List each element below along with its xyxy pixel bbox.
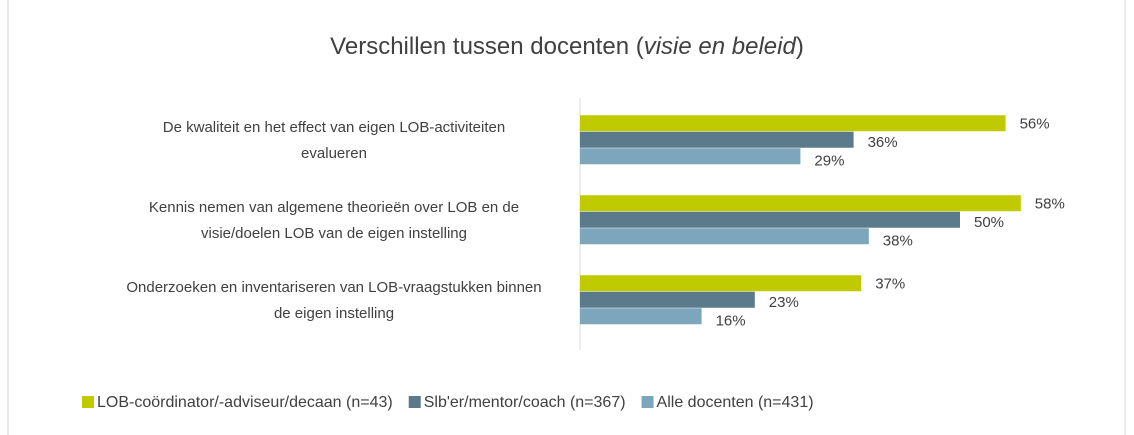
- bar: [580, 115, 1006, 132]
- value-label: 58%: [1035, 195, 1065, 212]
- legend-swatch: [641, 396, 654, 408]
- bar: [580, 211, 960, 228]
- title-part: ): [796, 33, 804, 60]
- value-label: 29%: [814, 152, 844, 169]
- bar: [580, 308, 702, 325]
- bar: [580, 291, 755, 308]
- bar: [580, 195, 1021, 212]
- category-label: visie/doelen LOB van de eigen instelling: [201, 225, 467, 242]
- value-label: 38%: [883, 232, 913, 249]
- legend-label: Alle docenten (n=431): [657, 394, 814, 411]
- category-label: Onderzoeken en inventariseren van LOB-vr…: [126, 279, 541, 296]
- value-label: 36%: [868, 134, 898, 151]
- legend-label: LOB-coördinator/-adviseur/decaan (n=43): [97, 394, 393, 411]
- bar: [580, 148, 801, 165]
- value-label: 37%: [875, 275, 905, 292]
- chart-title: Verschillen tussen docenten (visie en be…: [330, 33, 804, 60]
- title-part: Verschillen tussen docenten (: [330, 33, 644, 60]
- category-label: De kwaliteit en het effect van eigen LOB…: [163, 119, 505, 136]
- bar: [580, 131, 854, 148]
- legend-swatch: [82, 396, 94, 408]
- legend-swatch: [408, 396, 421, 408]
- value-label: 50%: [974, 214, 1004, 231]
- bar: [580, 228, 869, 245]
- value-label: 23%: [769, 294, 799, 311]
- category-label: evalueren: [301, 145, 367, 162]
- bar: [580, 275, 862, 292]
- value-label: 16%: [716, 312, 746, 329]
- category-label: Kennis nemen van algemene theorieën over…: [149, 199, 519, 216]
- legend-label: Slb'er/mentor/coach (n=367): [424, 394, 626, 411]
- value-label: 56%: [1020, 115, 1050, 132]
- title-part: visie en beleid: [644, 33, 797, 60]
- category-label: de eigen instelling: [274, 305, 394, 322]
